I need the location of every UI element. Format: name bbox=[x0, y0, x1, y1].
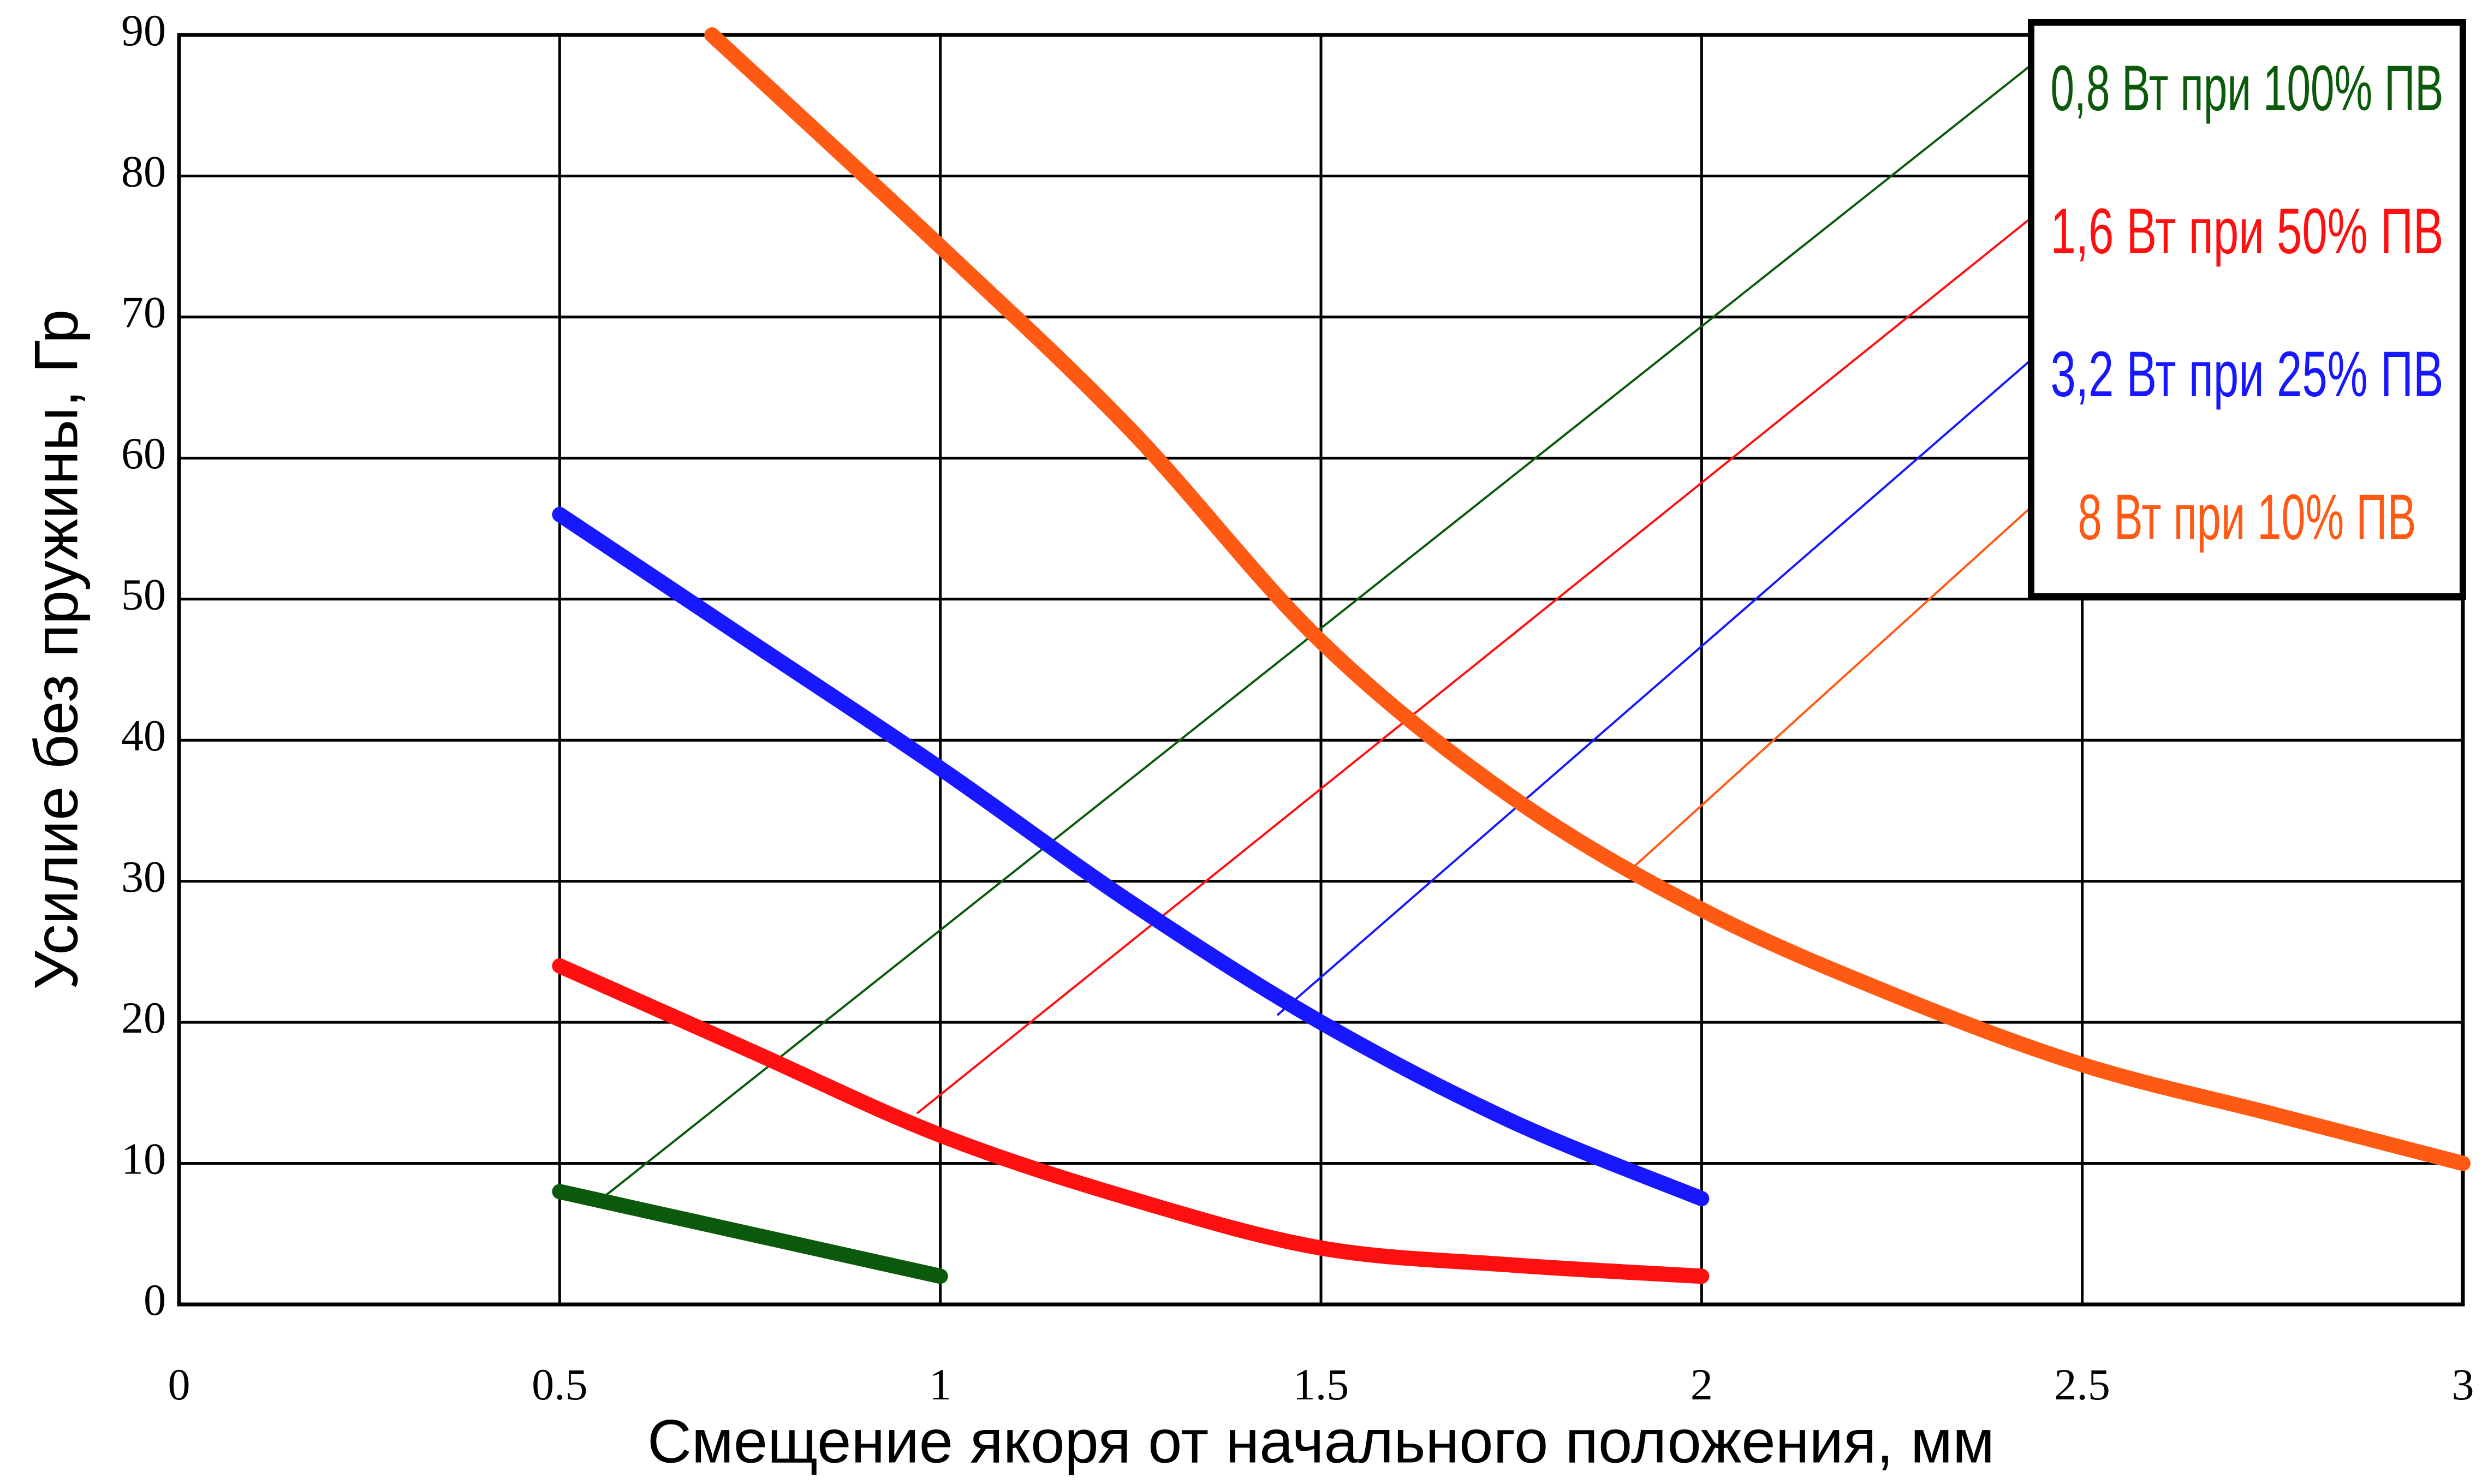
x-tick-label: 2.5 bbox=[2054, 1360, 2110, 1409]
y-tick-label: 50 bbox=[121, 570, 166, 619]
pointer bbox=[916, 217, 2032, 1115]
y-tick-label: 60 bbox=[121, 428, 166, 478]
legend-label: 8 Вт при 10% ПВ bbox=[2078, 481, 2416, 553]
x-tick-label: 1.5 bbox=[1293, 1360, 1349, 1409]
series-line bbox=[704, 27, 2471, 1171]
pointer bbox=[1626, 506, 2032, 874]
x-axis-label: Смещение якоря от начального положения, … bbox=[647, 1408, 1995, 1476]
series-line bbox=[552, 506, 1710, 1207]
x-tick-label: 0 bbox=[168, 1360, 191, 1409]
legend-label: 1,6 Вт при 50% ПВ bbox=[2051, 195, 2444, 267]
legend-label: 0,8 Вт при 100% ПВ bbox=[2051, 52, 2444, 124]
y-tick-label: 20 bbox=[121, 993, 166, 1042]
legend-box bbox=[2028, 19, 2466, 600]
x-tick-label: 0.5 bbox=[532, 1360, 588, 1409]
series-line bbox=[552, 958, 1710, 1284]
series-line bbox=[552, 1184, 948, 1284]
y-tick-label: 90 bbox=[121, 5, 166, 55]
pointer bbox=[1276, 359, 2032, 1016]
legend-label: 3,2 Вт при 25% ПВ bbox=[2051, 338, 2444, 410]
x-tick-label: 1 bbox=[929, 1360, 951, 1409]
y-axis-label: Усилие без пружины, Гр bbox=[22, 309, 91, 990]
y-tick-label: 70 bbox=[121, 288, 166, 337]
x-tick-label: 2 bbox=[1691, 1360, 1713, 1409]
y-tick-label: 30 bbox=[121, 851, 166, 901]
plot-border bbox=[177, 33, 2465, 1307]
y-tick-label: 40 bbox=[121, 711, 166, 760]
x-tick-label: 3 bbox=[2452, 1360, 2474, 1409]
y-tick-label: 10 bbox=[121, 1134, 166, 1183]
y-tick-label: 80 bbox=[121, 146, 166, 196]
y-tick-label: 0 bbox=[144, 1275, 166, 1325]
